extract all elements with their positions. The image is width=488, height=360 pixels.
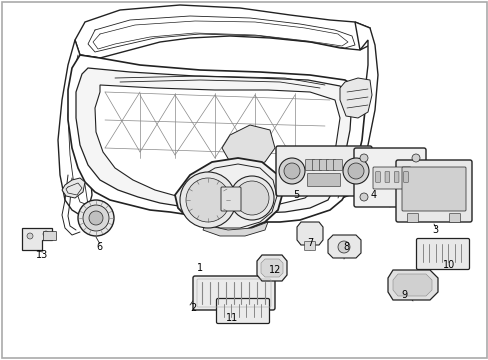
Polygon shape bbox=[203, 222, 267, 236]
Circle shape bbox=[342, 158, 368, 184]
Circle shape bbox=[229, 176, 273, 220]
Circle shape bbox=[89, 211, 103, 225]
FancyBboxPatch shape bbox=[43, 231, 57, 240]
Circle shape bbox=[43, 231, 49, 237]
FancyBboxPatch shape bbox=[304, 242, 315, 251]
FancyBboxPatch shape bbox=[307, 174, 340, 186]
Text: 1: 1 bbox=[197, 263, 203, 273]
Circle shape bbox=[337, 241, 349, 253]
Polygon shape bbox=[58, 40, 100, 215]
Polygon shape bbox=[62, 178, 85, 198]
FancyBboxPatch shape bbox=[312, 159, 321, 171]
Polygon shape bbox=[22, 228, 52, 250]
FancyBboxPatch shape bbox=[221, 187, 241, 211]
Circle shape bbox=[180, 172, 236, 228]
Polygon shape bbox=[339, 78, 371, 118]
Polygon shape bbox=[257, 255, 286, 281]
Polygon shape bbox=[75, 5, 369, 58]
Circle shape bbox=[347, 163, 363, 179]
FancyBboxPatch shape bbox=[326, 159, 335, 171]
FancyBboxPatch shape bbox=[275, 188, 280, 202]
Polygon shape bbox=[76, 68, 351, 213]
Polygon shape bbox=[387, 270, 437, 300]
Text: 2: 2 bbox=[189, 303, 196, 313]
FancyBboxPatch shape bbox=[416, 238, 468, 270]
Circle shape bbox=[284, 163, 299, 179]
Polygon shape bbox=[296, 222, 323, 245]
Polygon shape bbox=[175, 158, 283, 232]
Text: 10: 10 bbox=[442, 260, 454, 270]
FancyBboxPatch shape bbox=[395, 160, 471, 222]
FancyBboxPatch shape bbox=[407, 213, 418, 222]
Circle shape bbox=[83, 205, 109, 231]
Circle shape bbox=[411, 154, 419, 162]
FancyBboxPatch shape bbox=[372, 167, 410, 189]
Text: 7: 7 bbox=[306, 238, 312, 248]
Text: 12: 12 bbox=[268, 265, 281, 275]
Circle shape bbox=[185, 178, 229, 222]
Polygon shape bbox=[337, 22, 377, 198]
Circle shape bbox=[78, 200, 114, 236]
FancyBboxPatch shape bbox=[403, 172, 407, 182]
Circle shape bbox=[27, 233, 33, 239]
Polygon shape bbox=[68, 55, 364, 222]
FancyBboxPatch shape bbox=[333, 159, 342, 171]
Text: 11: 11 bbox=[225, 313, 238, 323]
Circle shape bbox=[359, 154, 367, 162]
Polygon shape bbox=[222, 125, 274, 168]
FancyBboxPatch shape bbox=[216, 298, 269, 324]
FancyBboxPatch shape bbox=[448, 213, 460, 222]
FancyBboxPatch shape bbox=[275, 146, 371, 196]
Circle shape bbox=[411, 193, 419, 201]
Text: 9: 9 bbox=[400, 290, 406, 300]
Circle shape bbox=[235, 181, 268, 215]
FancyBboxPatch shape bbox=[401, 167, 465, 211]
Text: 8: 8 bbox=[342, 242, 348, 252]
FancyBboxPatch shape bbox=[367, 188, 372, 202]
FancyBboxPatch shape bbox=[393, 172, 398, 182]
Polygon shape bbox=[392, 274, 431, 296]
Polygon shape bbox=[327, 235, 360, 258]
FancyBboxPatch shape bbox=[305, 159, 314, 171]
Polygon shape bbox=[261, 259, 283, 277]
Text: 13: 13 bbox=[36, 250, 48, 260]
FancyBboxPatch shape bbox=[319, 159, 328, 171]
FancyBboxPatch shape bbox=[384, 172, 389, 182]
Text: 4: 4 bbox=[370, 190, 376, 200]
Polygon shape bbox=[95, 85, 339, 206]
FancyBboxPatch shape bbox=[353, 148, 425, 207]
Circle shape bbox=[359, 193, 367, 201]
Text: 3: 3 bbox=[431, 225, 437, 235]
FancyBboxPatch shape bbox=[375, 172, 380, 182]
Text: 6: 6 bbox=[96, 242, 102, 252]
Text: 5: 5 bbox=[292, 190, 299, 200]
FancyBboxPatch shape bbox=[193, 276, 274, 310]
Circle shape bbox=[279, 158, 305, 184]
